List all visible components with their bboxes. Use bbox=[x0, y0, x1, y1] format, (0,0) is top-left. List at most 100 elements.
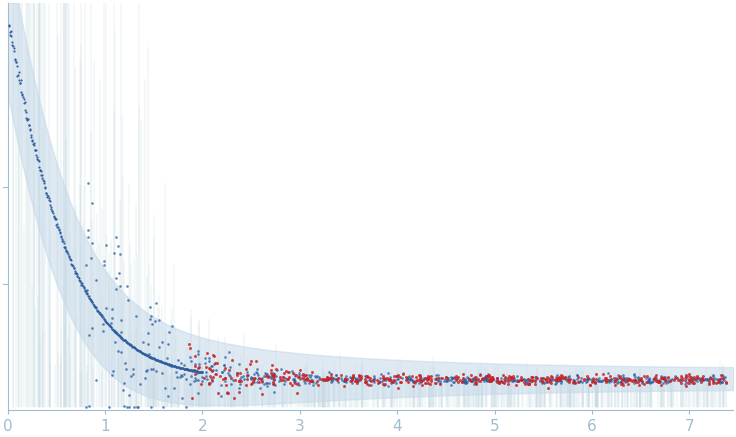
Point bbox=[632, 376, 644, 383]
Point bbox=[701, 376, 712, 383]
Point bbox=[515, 376, 527, 383]
Point bbox=[131, 347, 143, 354]
Point bbox=[66, 262, 78, 269]
Point bbox=[718, 375, 729, 382]
Point bbox=[26, 136, 38, 143]
Point bbox=[696, 375, 708, 382]
Point bbox=[417, 377, 429, 384]
Point bbox=[657, 380, 669, 387]
Point bbox=[385, 379, 397, 386]
Point bbox=[425, 373, 437, 380]
Point bbox=[261, 373, 272, 380]
Point bbox=[600, 375, 612, 382]
Point bbox=[574, 378, 586, 385]
Point bbox=[459, 380, 471, 387]
Point bbox=[556, 374, 568, 381]
Point bbox=[680, 382, 692, 389]
Point bbox=[16, 90, 28, 97]
Point bbox=[364, 376, 375, 383]
Point bbox=[274, 374, 286, 381]
Point bbox=[704, 375, 716, 382]
Point bbox=[140, 351, 152, 358]
Point bbox=[552, 375, 564, 382]
Point bbox=[289, 370, 300, 377]
Point bbox=[484, 377, 496, 384]
Point bbox=[552, 375, 564, 382]
Point bbox=[388, 377, 400, 384]
Point bbox=[341, 373, 353, 380]
Point bbox=[670, 374, 682, 381]
Point bbox=[31, 153, 43, 160]
Point bbox=[74, 278, 86, 285]
Point bbox=[517, 376, 528, 383]
Point bbox=[361, 378, 372, 385]
Point bbox=[287, 370, 299, 377]
Point bbox=[576, 378, 588, 385]
Point bbox=[191, 368, 202, 375]
Point bbox=[695, 375, 707, 382]
Point bbox=[656, 382, 668, 388]
Point bbox=[163, 361, 174, 368]
Point bbox=[586, 377, 598, 384]
Point bbox=[195, 368, 207, 375]
Point bbox=[266, 381, 278, 388]
Point bbox=[665, 376, 677, 383]
Point bbox=[261, 379, 273, 386]
Point bbox=[192, 348, 204, 355]
Point bbox=[662, 373, 674, 380]
Point bbox=[171, 363, 183, 370]
Point bbox=[157, 359, 169, 366]
Point bbox=[433, 377, 445, 384]
Point bbox=[491, 377, 503, 384]
Point bbox=[345, 374, 357, 381]
Point bbox=[110, 274, 121, 281]
Point bbox=[196, 369, 208, 376]
Point bbox=[636, 380, 648, 387]
Point bbox=[42, 192, 54, 199]
Point bbox=[694, 374, 706, 381]
Point bbox=[253, 379, 265, 386]
Point bbox=[175, 364, 187, 371]
Point bbox=[227, 357, 238, 364]
Point bbox=[85, 297, 97, 304]
Point bbox=[573, 378, 585, 385]
Point bbox=[50, 216, 62, 223]
Point bbox=[413, 379, 425, 386]
Point bbox=[319, 376, 331, 383]
Point bbox=[121, 283, 133, 290]
Point bbox=[28, 140, 40, 147]
Point bbox=[10, 59, 22, 66]
Point bbox=[462, 375, 474, 382]
Point bbox=[364, 374, 376, 381]
Point bbox=[479, 373, 491, 380]
Point bbox=[167, 362, 179, 369]
Point bbox=[467, 378, 478, 385]
Point bbox=[662, 374, 673, 381]
Point bbox=[567, 380, 578, 387]
Point bbox=[481, 373, 492, 380]
Point bbox=[339, 378, 350, 385]
Point bbox=[49, 215, 61, 222]
Point bbox=[561, 378, 573, 385]
Point bbox=[514, 374, 526, 381]
Point bbox=[11, 62, 23, 69]
Point bbox=[184, 366, 196, 373]
Point bbox=[415, 377, 427, 384]
Point bbox=[559, 374, 571, 381]
Point bbox=[103, 322, 115, 329]
Point bbox=[68, 264, 79, 271]
Point bbox=[442, 378, 453, 385]
Point bbox=[208, 374, 219, 381]
Point bbox=[683, 378, 695, 385]
Point bbox=[627, 376, 639, 383]
Point bbox=[197, 378, 208, 385]
Point bbox=[177, 365, 189, 372]
Point bbox=[657, 375, 669, 382]
Point bbox=[71, 271, 82, 277]
Point bbox=[539, 376, 551, 383]
Point bbox=[277, 374, 289, 381]
Point bbox=[526, 373, 538, 380]
Point bbox=[3, 21, 15, 28]
Point bbox=[617, 375, 629, 382]
Point bbox=[369, 376, 381, 383]
